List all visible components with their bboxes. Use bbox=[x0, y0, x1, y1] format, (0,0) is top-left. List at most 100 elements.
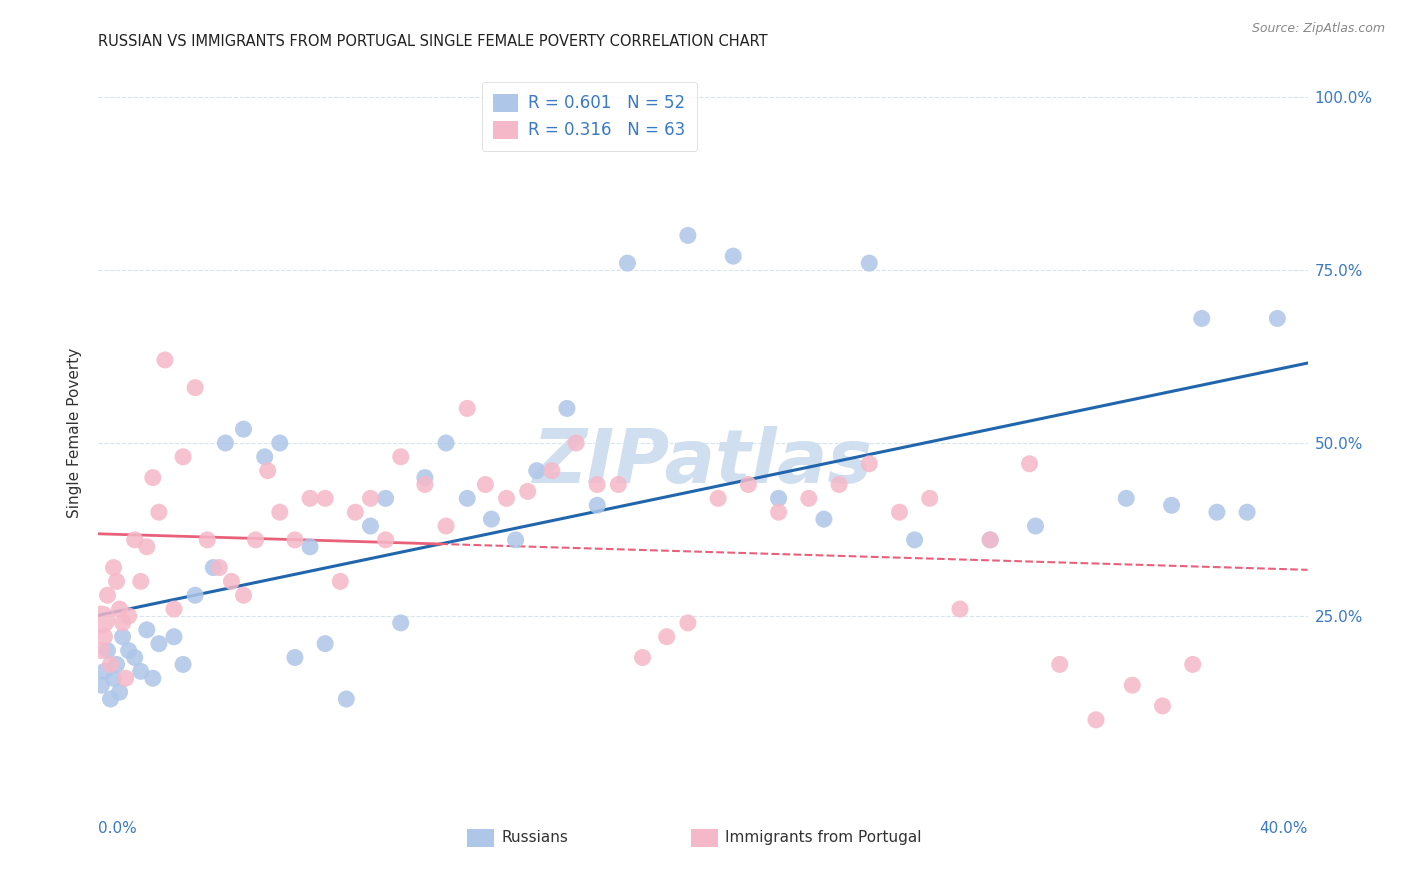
Point bbox=[676, 228, 699, 243]
Point bbox=[172, 657, 194, 672]
Point bbox=[707, 491, 730, 506]
Point bbox=[904, 533, 927, 547]
Text: RUSSIAN VS IMMIGRANTS FROM PORTUGAL SINGLE FEMALE POVERTY CORRELATION CHART: RUSSIAN VS IMMIGRANTS FROM PORTUGAL SING… bbox=[98, 34, 768, 49]
Point bbox=[360, 519, 382, 533]
Point bbox=[329, 574, 352, 589]
Point bbox=[858, 457, 880, 471]
Point bbox=[889, 505, 911, 519]
Text: Immigrants from Portugal: Immigrants from Portugal bbox=[724, 830, 921, 845]
Point bbox=[135, 540, 157, 554]
Point bbox=[208, 560, 231, 574]
Point bbox=[118, 643, 141, 657]
Text: ZIPatlas: ZIPatlas bbox=[533, 425, 873, 499]
Point bbox=[374, 533, 396, 547]
Point bbox=[299, 540, 322, 554]
Point bbox=[100, 657, 122, 672]
Point bbox=[90, 643, 112, 657]
Point bbox=[335, 692, 357, 706]
Point bbox=[737, 477, 759, 491]
Point bbox=[413, 477, 436, 491]
Point bbox=[413, 470, 436, 484]
Point bbox=[1049, 657, 1071, 672]
Point bbox=[105, 657, 128, 672]
Point bbox=[314, 637, 336, 651]
Point bbox=[256, 464, 278, 478]
Point bbox=[607, 477, 630, 491]
Point bbox=[129, 665, 152, 679]
Point bbox=[148, 505, 170, 519]
Point bbox=[723, 249, 745, 263]
Point bbox=[245, 533, 267, 547]
Point bbox=[540, 464, 562, 478]
Point bbox=[456, 491, 478, 506]
Point bbox=[434, 436, 457, 450]
Point bbox=[124, 650, 146, 665]
Point bbox=[108, 685, 131, 699]
Point bbox=[103, 560, 125, 574]
Legend: R = 0.601   N = 52, R = 0.316   N = 63: R = 0.601 N = 52, R = 0.316 N = 63 bbox=[482, 82, 697, 151]
Point bbox=[858, 256, 880, 270]
Y-axis label: Single Female Poverty: Single Female Poverty bbox=[67, 348, 83, 517]
Point bbox=[1152, 698, 1174, 713]
Point bbox=[214, 436, 236, 450]
Point bbox=[105, 574, 128, 589]
Point bbox=[360, 491, 382, 506]
Point bbox=[516, 484, 538, 499]
Point bbox=[284, 650, 307, 665]
Point bbox=[828, 477, 851, 491]
Point bbox=[96, 588, 118, 602]
Point bbox=[616, 256, 638, 270]
FancyBboxPatch shape bbox=[690, 829, 717, 847]
Point bbox=[1115, 491, 1137, 506]
Point bbox=[172, 450, 194, 464]
Point bbox=[202, 560, 225, 574]
Point bbox=[979, 533, 1001, 547]
Point bbox=[284, 533, 307, 547]
Point bbox=[586, 498, 609, 512]
Point bbox=[1267, 311, 1289, 326]
Point bbox=[90, 612, 112, 626]
Point bbox=[1160, 498, 1182, 512]
Point bbox=[163, 630, 186, 644]
Point bbox=[631, 650, 654, 665]
Point bbox=[142, 470, 165, 484]
Point bbox=[135, 623, 157, 637]
Point bbox=[434, 519, 457, 533]
Point bbox=[1191, 311, 1213, 326]
Point bbox=[676, 615, 699, 630]
Point bbox=[389, 450, 412, 464]
Point bbox=[768, 491, 790, 506]
Text: 0.0%: 0.0% bbox=[98, 822, 138, 837]
Point bbox=[1181, 657, 1204, 672]
Point bbox=[269, 436, 291, 450]
Point bbox=[456, 401, 478, 416]
Text: Russians: Russians bbox=[501, 830, 568, 845]
Point bbox=[195, 533, 218, 547]
Point bbox=[103, 671, 125, 685]
Point bbox=[184, 588, 207, 602]
Point bbox=[474, 477, 496, 491]
Point bbox=[526, 464, 548, 478]
Point bbox=[299, 491, 322, 506]
Point bbox=[124, 533, 146, 547]
Point bbox=[374, 491, 396, 506]
Point bbox=[269, 505, 291, 519]
Point bbox=[481, 512, 503, 526]
Point bbox=[100, 692, 122, 706]
Point bbox=[797, 491, 820, 506]
Point bbox=[1024, 519, 1046, 533]
Point bbox=[1236, 505, 1258, 519]
Point bbox=[142, 671, 165, 685]
Point bbox=[96, 643, 118, 657]
Point bbox=[1018, 457, 1040, 471]
Point bbox=[148, 637, 170, 651]
Point bbox=[253, 450, 276, 464]
Point bbox=[389, 615, 412, 630]
Point bbox=[586, 477, 609, 491]
Point bbox=[163, 602, 186, 616]
FancyBboxPatch shape bbox=[467, 829, 494, 847]
Point bbox=[93, 630, 115, 644]
Point bbox=[813, 512, 835, 526]
Point bbox=[114, 671, 136, 685]
Point bbox=[129, 574, 152, 589]
